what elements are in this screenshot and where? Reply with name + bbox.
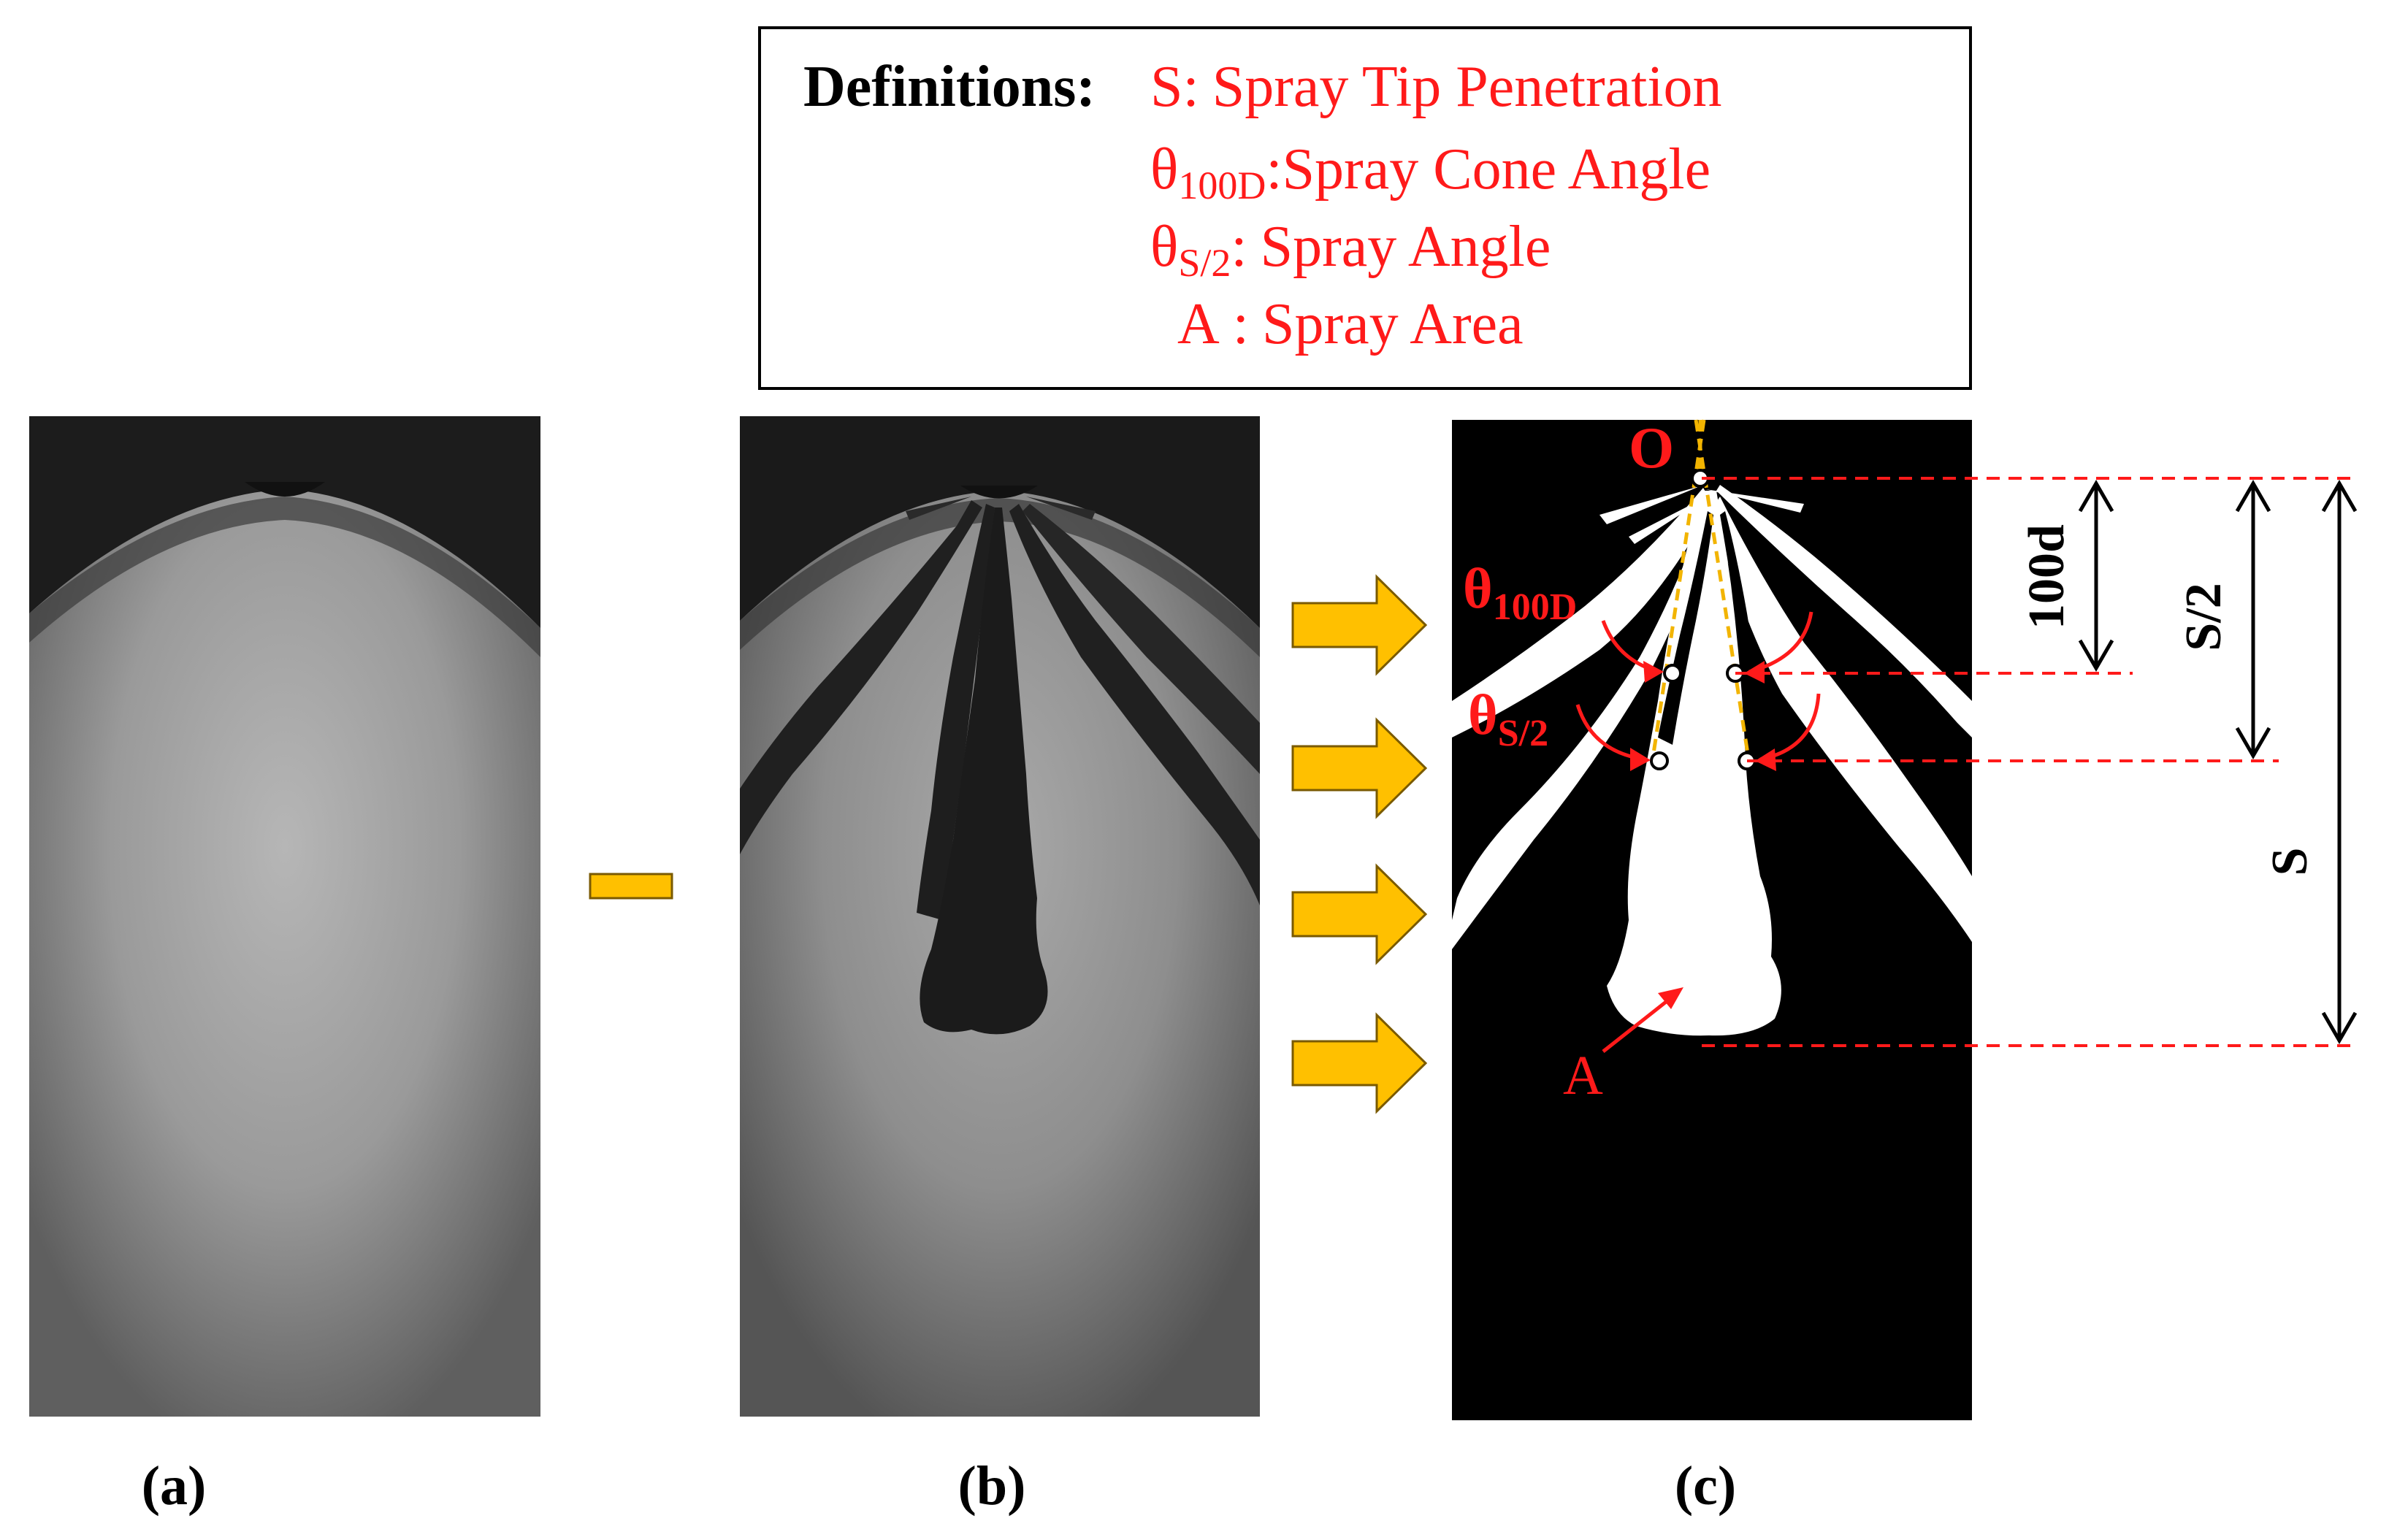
definition-theta-100d: θ100D:Spray Cone Angle bbox=[1150, 137, 1710, 207]
thetas2-arrowhead-right bbox=[1755, 748, 1776, 771]
theta100d-arrowhead-left bbox=[1643, 661, 1664, 683]
spray-plume-center-left bbox=[917, 504, 995, 920]
definitions-box: Definitions: S: Spray Tip Penetration θ10… bbox=[758, 26, 1972, 390]
origin-label: O bbox=[1629, 416, 1674, 480]
definition-s: S: Spray Tip Penetration bbox=[1150, 55, 1722, 119]
area-label: A bbox=[1563, 1045, 1603, 1106]
process-arrow-4 bbox=[1291, 1012, 1428, 1114]
dimension-arrows bbox=[2078, 480, 2358, 1044]
area-pointer-head bbox=[1658, 987, 1683, 1009]
binary-plume-right bbox=[1713, 497, 1972, 942]
thetas2-label: θS/2 bbox=[1468, 683, 1548, 754]
area-pointer bbox=[1602, 995, 1674, 1053]
caption-a: (a) bbox=[142, 1455, 207, 1517]
panel-c-image bbox=[1452, 420, 1972, 1420]
thetas2-point-left bbox=[1650, 751, 1669, 770]
process-arrow-1 bbox=[1291, 574, 1428, 676]
spray-plume-left bbox=[740, 500, 982, 854]
dimension-lines bbox=[1702, 477, 2359, 1047]
theta100d-point-left bbox=[1663, 664, 1682, 683]
caption-b: (b) bbox=[958, 1455, 1026, 1517]
process-arrow-3 bbox=[1291, 863, 1428, 965]
definitions-heading: Definitions: bbox=[803, 55, 1096, 119]
definition-area: A: Spray Area bbox=[1177, 292, 1524, 356]
arrow-group bbox=[1291, 574, 1428, 1114]
panel-b-image bbox=[740, 416, 1260, 1417]
binary-plume-left bbox=[1452, 488, 1713, 738]
thetas2-arrowhead-left bbox=[1630, 748, 1651, 771]
dim-label-s2: S/2 bbox=[2176, 583, 2232, 651]
theta100d-label: θ100D bbox=[1463, 556, 1577, 628]
minus-operator bbox=[589, 873, 673, 900]
process-arrow-2 bbox=[1291, 717, 1428, 819]
binary-plume-center bbox=[1607, 491, 1781, 1036]
theta100d-arrowhead-right bbox=[1744, 661, 1765, 683]
panel-a-image bbox=[29, 416, 540, 1417]
spray-plume-center bbox=[920, 507, 1048, 1035]
definitions-frame bbox=[758, 26, 1972, 390]
caption-c: (c) bbox=[1675, 1455, 1736, 1517]
binary-plume-center-left bbox=[1452, 497, 1716, 949]
dim-label-s: S bbox=[2262, 848, 2318, 876]
spray-plume-right bbox=[1009, 504, 1260, 905]
dim-label-100d: 100d bbox=[2019, 524, 2075, 629]
definition-theta-s2: θS/2: Spray Angle bbox=[1150, 215, 1551, 285]
